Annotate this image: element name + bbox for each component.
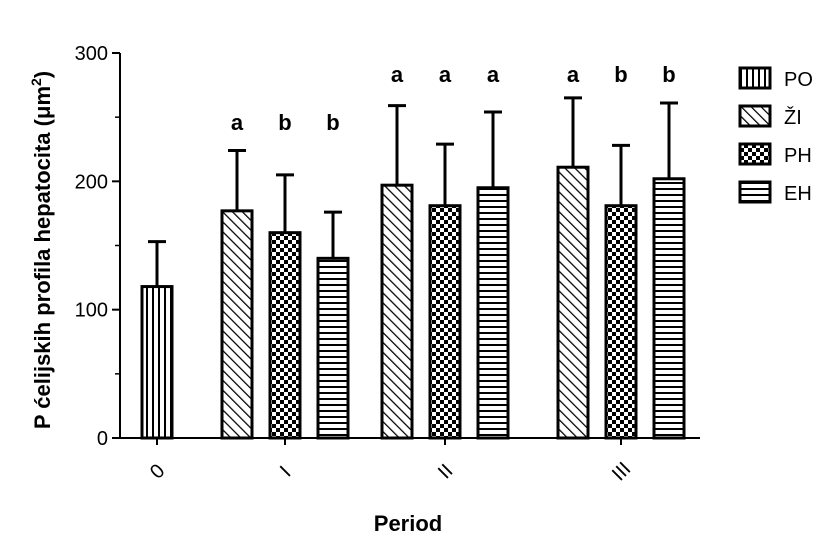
- bar-PH: [428, 204, 462, 440]
- legend-swatch-ŽI: [738, 104, 772, 128]
- bar-ŽI: [220, 209, 254, 440]
- significance-label: b: [662, 62, 675, 87]
- significance-label: b: [326, 110, 339, 135]
- y-axis-title: P ćelijskih profila hepatocita (μm2): [28, 71, 55, 429]
- x-tick-label: II: [434, 460, 457, 483]
- bar-PO: [140, 285, 174, 440]
- significance-label: a: [567, 62, 580, 87]
- legend-label: PO: [784, 69, 813, 91]
- significance-label: a: [391, 62, 404, 87]
- legend: PO ŽI PH EH: [738, 66, 813, 205]
- bar-PH: [268, 231, 302, 440]
- significance-label: a: [487, 62, 500, 87]
- significance-label: a: [231, 110, 244, 135]
- x-tick-label: III: [608, 458, 635, 485]
- bar-EH: [476, 186, 510, 440]
- significance-label: a: [439, 62, 452, 87]
- legend-swatch-PO: [738, 66, 772, 90]
- legend-swatch-EH: [738, 180, 772, 204]
- bars: a b b a a a a b b: [140, 62, 686, 440]
- bar-PH: [604, 204, 638, 440]
- significance-label: b: [278, 110, 291, 135]
- y-tick-label: 100: [75, 300, 108, 322]
- bar-ŽI: [380, 183, 414, 440]
- x-axis-title: Period: [374, 511, 442, 536]
- bar-ŽI: [556, 165, 590, 440]
- legend-label: PH: [784, 145, 812, 167]
- y-axis-title-sup: 2: [28, 78, 44, 86]
- y-tick-label: 200: [75, 171, 108, 193]
- y-tick-label: 300: [75, 43, 108, 65]
- bar-EH: [652, 177, 686, 440]
- significance-label: b: [614, 62, 627, 87]
- bar-EH: [316, 256, 350, 440]
- legend-swatch-PH: [738, 142, 772, 166]
- x-tick-label: 0: [146, 460, 169, 483]
- x-tick-label: I: [276, 462, 295, 481]
- y-tick-label: 0: [97, 428, 108, 450]
- legend-label: ŽI: [784, 106, 802, 129]
- legend-label: EH: [784, 183, 812, 205]
